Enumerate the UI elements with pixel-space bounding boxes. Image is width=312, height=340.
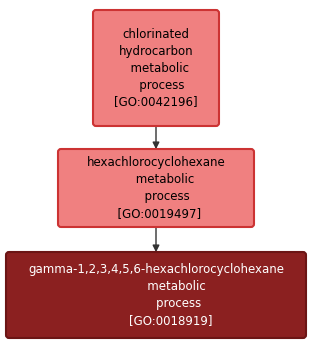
FancyBboxPatch shape: [58, 149, 254, 227]
Text: gamma-1,2,3,4,5,6-hexachlorocyclohexane
           metabolic
            process: gamma-1,2,3,4,5,6-hexachlorocyclohexane …: [28, 263, 284, 327]
Text: chlorinated
hydrocarbon
  metabolic
   process
[GO:0042196]: chlorinated hydrocarbon metabolic proces…: [114, 28, 198, 108]
Text: hexachlorocyclohexane
     metabolic
      process
  [GO:0019497]: hexachlorocyclohexane metabolic process …: [87, 156, 225, 220]
FancyBboxPatch shape: [6, 252, 306, 338]
FancyBboxPatch shape: [93, 10, 219, 126]
